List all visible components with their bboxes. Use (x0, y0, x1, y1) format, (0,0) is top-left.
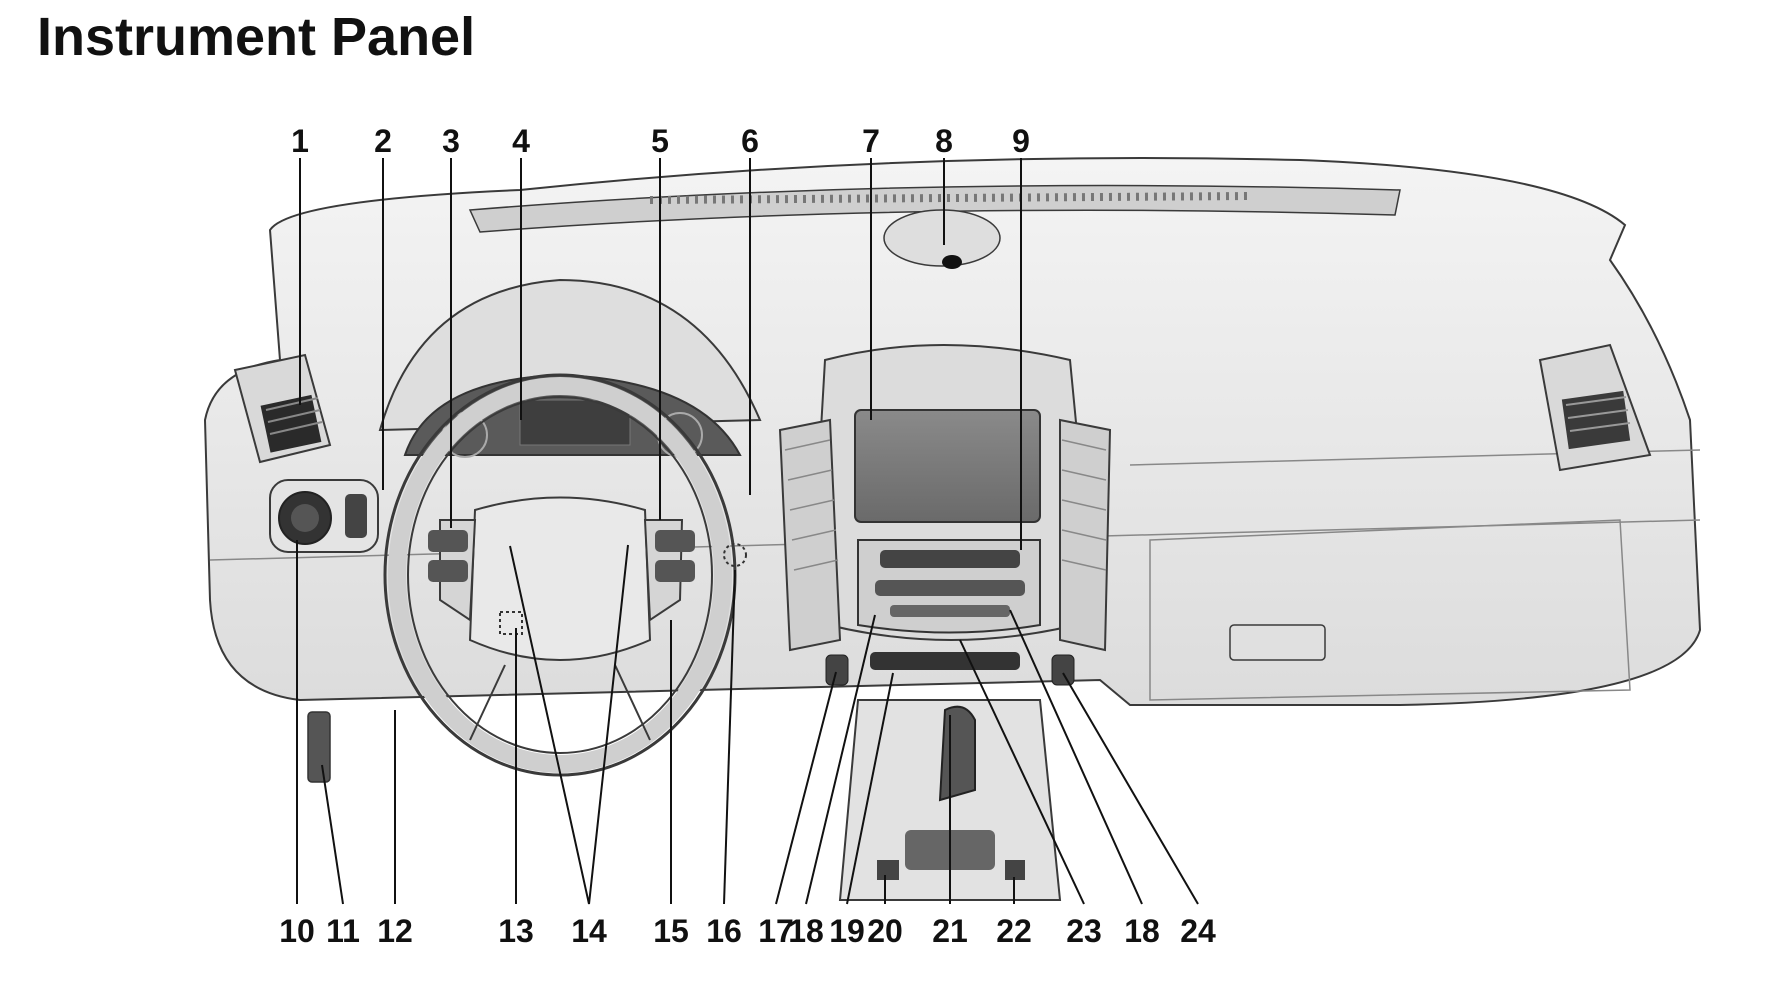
callout-18: 18 (788, 913, 824, 949)
callout-8: 8 (935, 123, 953, 159)
callout-23: 23 (1066, 913, 1102, 949)
callout-24: 24 (1180, 913, 1216, 949)
callouts-top: 1 2 3 4 5 6 7 8 9 (291, 123, 1030, 159)
page-title: Instrument Panel (37, 7, 476, 67)
callout-18-second: 18 (1124, 913, 1160, 949)
callout-21: 21 (932, 913, 968, 949)
callout-11: 11 (326, 913, 360, 949)
hood-release (307, 711, 331, 783)
callout-14: 14 (571, 913, 607, 949)
exterior-lamp-control (269, 479, 379, 553)
callout-16: 16 (706, 913, 742, 949)
callout-12: 12 (377, 913, 413, 949)
leader-lines (296, 158, 1199, 905)
callout-10: 10 (279, 913, 315, 949)
climate-control-panel (857, 539, 1041, 634)
light-sensor (883, 209, 1001, 269)
infotainment-display (854, 409, 1041, 523)
right-air-vent (1538, 343, 1652, 472)
callout-15: 15 (653, 913, 689, 949)
callout-19: 19 (829, 913, 865, 949)
callout-17: 17 (758, 913, 794, 949)
callouts-bottom: 10 11 12 13 14 15 16 17 18 19 20 21 22 2… (279, 913, 1216, 949)
callout-9: 9 (1012, 123, 1030, 159)
callout-13: 13 (498, 913, 534, 949)
callout-6: 6 (741, 123, 759, 159)
callout-5: 5 (651, 123, 669, 159)
callout-2: 2 (374, 123, 392, 159)
callout-4: 4 (512, 123, 530, 159)
storage-slot (870, 652, 1020, 670)
callout-3: 3 (442, 123, 460, 159)
callout-20: 20 (867, 913, 903, 949)
callout-22: 22 (996, 913, 1032, 949)
callout-7: 7 (862, 123, 880, 159)
left-air-vent (233, 353, 332, 464)
heated-seat-buttons (825, 654, 1075, 686)
glove-box (1149, 519, 1631, 701)
callout-1: 1 (291, 123, 309, 159)
steering-wheel (383, 373, 747, 777)
